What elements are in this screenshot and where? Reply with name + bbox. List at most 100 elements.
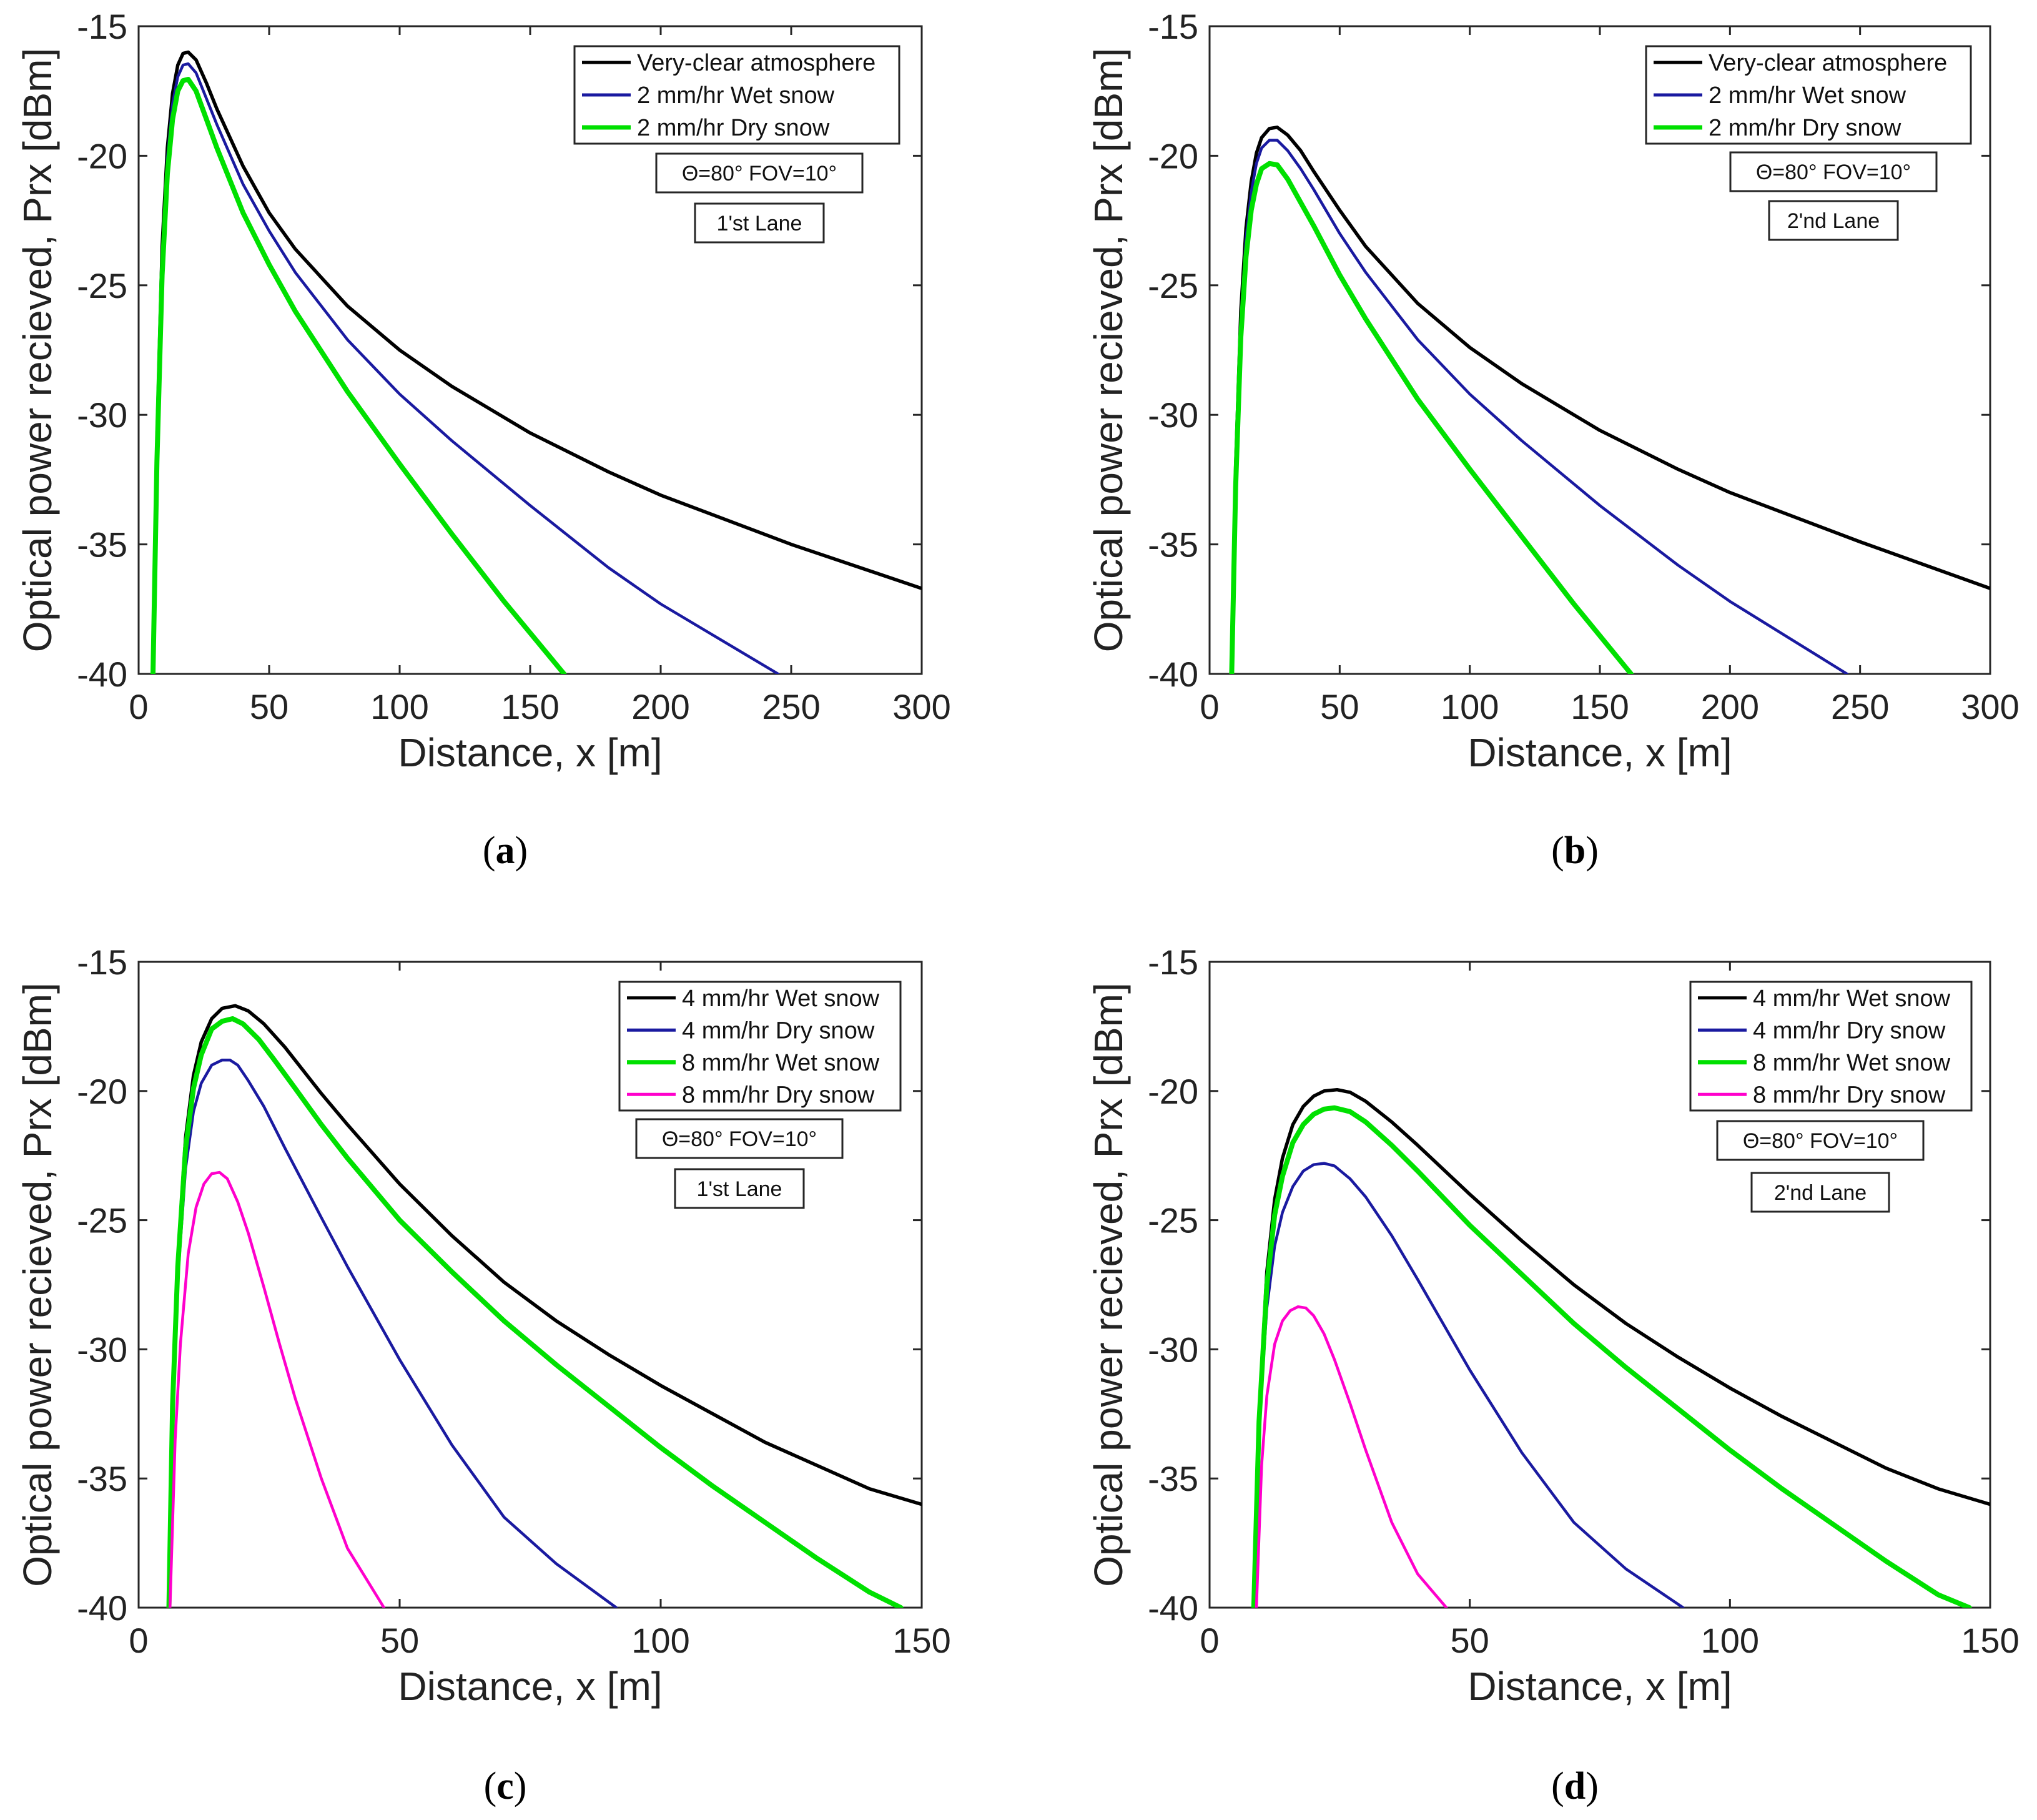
y-tick-label: -20 <box>77 1072 127 1111</box>
annotation-text: 2'nd Lane <box>1787 209 1880 233</box>
annotation-text: Θ=80° FOV=10° <box>1743 1129 1898 1153</box>
caption-open: ( <box>1551 829 1564 872</box>
x-tick-label: 100 <box>370 687 428 726</box>
y-axis-label: Optical power recieved, Prx [dBm] <box>15 982 60 1586</box>
x-tick-label: 250 <box>1831 687 1889 726</box>
annotation-text: 2'nd Lane <box>1774 1181 1867 1205</box>
x-tick-label: 0 <box>1200 1621 1219 1660</box>
y-tick-label: -25 <box>77 266 127 305</box>
y-tick-label: -35 <box>77 525 127 565</box>
series-lines <box>150 50 922 674</box>
x-tick-label: 50 <box>250 687 289 726</box>
plot-frame <box>1208 961 1991 1609</box>
x-tick-label: 0 <box>129 687 148 726</box>
x-tick-label: 0 <box>129 1621 148 1660</box>
y-axis-label: Optical power recieved, Prx [dBm] <box>1086 982 1131 1586</box>
x-tick-label: 250 <box>762 687 820 726</box>
legend-entry: 8 mm/hr Wet snow <box>682 1050 880 1076</box>
x-tick-label: 100 <box>1441 687 1499 726</box>
legend-entry: 2 mm/hr Wet snow <box>1709 82 1906 109</box>
annotation-text: Θ=80° FOV=10° <box>662 1127 817 1151</box>
legend: Very-clear atmosphere 2 mm/hr Wet snow 2 m… <box>1645 45 1972 145</box>
series-lines <box>1229 126 1990 674</box>
legend-entry: 8 mm/hr Dry snow <box>682 1082 875 1108</box>
y-tick-label: -35 <box>77 1459 127 1498</box>
series-line-black <box>167 1004 922 1608</box>
annotation-box <box>1768 200 1899 241</box>
series-line-green <box>1251 1105 1972 1608</box>
x-tick-label: 50 <box>1451 1621 1489 1660</box>
panel-caption: (d) <box>1551 1765 1599 1808</box>
legend-entry: 2 mm/hr Wet snow <box>637 82 835 109</box>
caption-open: ( <box>484 1765 497 1808</box>
panel-caption: (b) <box>1551 829 1599 872</box>
legend: 4 mm/hr Wet snow 4 mm/hr Dry snow 8 mm/hr … <box>1689 981 1973 1112</box>
x-tick-label: 200 <box>631 687 689 726</box>
series-lines <box>166 1004 922 1608</box>
x-tick-label: 300 <box>892 687 950 726</box>
caption-open: ( <box>483 829 496 872</box>
caption-close: ) <box>515 829 528 872</box>
x-axis-label: Distance, x [m] <box>398 1664 662 1709</box>
y-tick-label: -40 <box>77 655 127 694</box>
legend-entry: 8 mm/hr Dry snow <box>1753 1082 1946 1108</box>
series-line-magenta <box>1255 1305 1448 1608</box>
legend: 4 mm/hr Wet snow 4 mm/hr Dry snow 8 mm/hr … <box>618 981 902 1112</box>
x-tick-label: 150 <box>892 1621 950 1660</box>
legend-entry: 2 mm/hr Dry snow <box>1709 115 1901 141</box>
annotation-box <box>1750 1172 1890 1213</box>
y-tick-label: -15 <box>1148 7 1198 46</box>
x-axis-label: Distance, x [m] <box>1467 1664 1732 1709</box>
series-line-black <box>1252 1087 1990 1608</box>
series-lines <box>1251 1087 1990 1608</box>
caption-letter: a <box>496 829 515 872</box>
chart-panel-d: 0 50 100 150 -15 -20 -25 -30 -35 -40 Distance, x [… <box>1086 942 2020 1808</box>
caption-close: ) <box>514 1765 527 1808</box>
legend-entry: 2 mm/hr Dry snow <box>637 115 830 141</box>
y-tick-label: -35 <box>1148 525 1198 565</box>
x-tick-label: 150 <box>1571 687 1629 726</box>
y-tick-label: -15 <box>77 7 127 46</box>
series-line-green <box>150 77 567 674</box>
series-line-green <box>166 1016 904 1608</box>
panel-caption: (c) <box>484 1765 527 1808</box>
x-tick-label: 200 <box>1701 687 1759 726</box>
y-axis-label: Optical power recieved, Prx [dBm] <box>1086 48 1131 652</box>
y-tick-label: -20 <box>1148 136 1198 176</box>
y-axis-label: Optical power recieved, Prx [dBm] <box>15 48 60 652</box>
legend-entry: Very-clear atmosphere <box>637 50 875 76</box>
x-tick-label: 0 <box>1200 687 1219 726</box>
x-tick-label: 50 <box>1320 687 1359 726</box>
legend-box <box>618 981 902 1112</box>
y-tick-label: -15 <box>1148 942 1198 982</box>
caption-close: ) <box>1586 829 1599 872</box>
x-tick-label: 150 <box>501 687 559 726</box>
y-tick-label: -35 <box>1148 1459 1198 1498</box>
y-tick-label: -30 <box>77 395 127 435</box>
annotation-text: Θ=80° FOV=10° <box>682 162 837 185</box>
x-axis-label: Distance, x [m] <box>1467 730 1732 775</box>
series-line-green <box>1229 161 1634 674</box>
y-tick-label: -30 <box>1148 395 1198 435</box>
annotation-text: Θ=80° FOV=10° <box>1756 161 1911 184</box>
legend-entry: 4 mm/hr Wet snow <box>682 986 880 1012</box>
annotation-box <box>674 1168 805 1209</box>
y-tick-label: -30 <box>77 1330 127 1369</box>
legend-entry: 8 mm/hr Wet snow <box>1753 1050 1951 1076</box>
y-tick-label: -25 <box>77 1201 127 1240</box>
y-tick-label: -40 <box>77 1588 127 1628</box>
y-tick-label: -20 <box>77 136 127 176</box>
x-tick-label: 100 <box>1701 1621 1759 1660</box>
chart-panel-a: 0 50 100 150 200 250 300 -15 -20 -25 -30 -35 -40 Dist… <box>15 7 951 872</box>
y-tick-label: -20 <box>1148 1072 1198 1111</box>
chart-panel-c: 0 50 100 150 -15 -20 -25 -30 -35 -40 Distance, x [… <box>15 942 951 1808</box>
y-tick-label: -25 <box>1148 1201 1198 1240</box>
annotation-box <box>1729 151 1938 192</box>
series-line-magenta <box>168 1170 386 1608</box>
annotation-text: 1'st Lane <box>697 1177 782 1201</box>
annotation-box <box>635 1118 844 1159</box>
y-tick-label: -15 <box>77 942 127 982</box>
annotation-box <box>1716 1120 1925 1161</box>
legend-entry: 4 mm/hr Wet snow <box>1753 986 1951 1012</box>
